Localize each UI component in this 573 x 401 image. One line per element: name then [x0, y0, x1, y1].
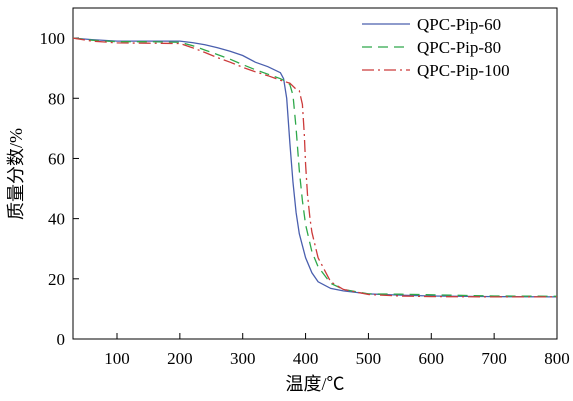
- x-tick-label: 100: [104, 349, 130, 368]
- y-tick-label: 20: [48, 270, 65, 289]
- series-line-2: [72, 37, 558, 297]
- x-tick-label: 500: [356, 349, 382, 368]
- x-tick-label: 600: [419, 349, 445, 368]
- x-axis-title: 温度/℃: [285, 374, 344, 394]
- x-tick-label: 700: [481, 349, 507, 368]
- plot-frame: [72, 7, 558, 340]
- y-tick-label: 0: [57, 330, 66, 349]
- legend-label-1: QPC-Pip-60: [417, 15, 501, 34]
- series-lines: [72, 37, 558, 298]
- series-line-3: [72, 37, 557, 298]
- x-tick-label: 800: [544, 349, 570, 368]
- series-line-1: [72, 37, 558, 298]
- y-tick-label: 100: [40, 29, 66, 48]
- y-tick-label: 40: [48, 210, 65, 229]
- x-tick-label: 300: [230, 349, 256, 368]
- y-tick-label: 60: [48, 149, 65, 168]
- y-axis-ticks: 0 20 40 60 80 100: [40, 29, 79, 349]
- y-tick-label: 80: [48, 89, 65, 108]
- x-tick-label: 400: [293, 349, 319, 368]
- legend-label-2: QPC-Pip-80: [417, 38, 501, 57]
- y-axis-title: 质量分数/%: [6, 128, 26, 220]
- x-tick-label: 200: [167, 349, 193, 368]
- legend: QPC-Pip-60 QPC-Pip-80 QPC-Pip-100: [362, 15, 510, 80]
- legend-label-3: QPC-Pip-100: [417, 61, 510, 80]
- x-axis-ticks: 100 200 300 400 500 600 700 800: [104, 333, 570, 368]
